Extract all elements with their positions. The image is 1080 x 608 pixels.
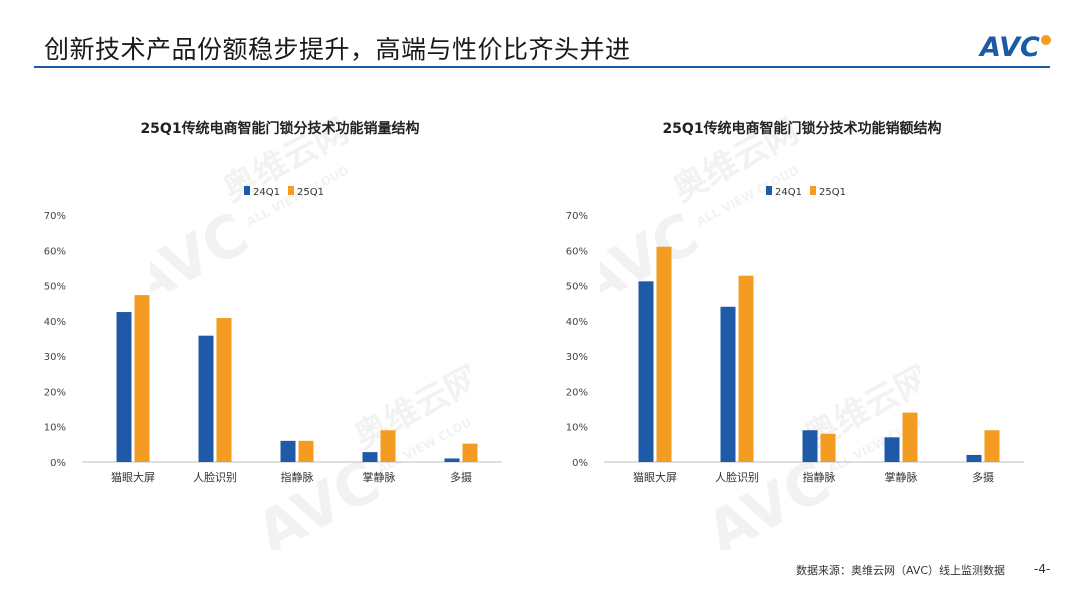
- bar-24Q1-人脸识别: [720, 306, 736, 462]
- bar-25Q1-猫眼大屏: [134, 295, 150, 462]
- x-tick-label: 指静脉: [803, 470, 836, 484]
- y-tick-label: 60%: [44, 246, 66, 257]
- bar-25Q1-人脸识别: [738, 275, 754, 462]
- y-tick-label: 40%: [566, 317, 588, 328]
- x-tick-label: 猫眼大屏: [633, 470, 677, 484]
- y-tick-label: 50%: [566, 282, 588, 293]
- legend-swatch-25Q1: [810, 186, 816, 195]
- y-tick-label: 10%: [44, 423, 66, 434]
- bar-24Q1-猫眼大屏: [116, 312, 132, 462]
- y-tick-label: 70%: [566, 211, 588, 222]
- legend-label-25Q1: 25Q1: [297, 187, 324, 198]
- x-tick-label: 人脸识别: [193, 470, 237, 484]
- bar-24Q1-掌静脉: [884, 437, 900, 462]
- legend-label-24Q1: 24Q1: [775, 187, 802, 198]
- y-tick-label: 0%: [50, 458, 66, 469]
- legend-label-25Q1: 25Q1: [819, 187, 846, 198]
- bar-25Q1-猫眼大屏: [656, 246, 672, 462]
- y-tick-label: 0%: [572, 458, 588, 469]
- x-tick-label: 掌静脉: [363, 470, 396, 484]
- y-tick-label: 60%: [566, 246, 588, 257]
- x-tick-label: 猫眼大屏: [111, 470, 155, 484]
- logo-text: AVC: [978, 32, 1040, 63]
- bar-24Q1-人脸识别: [198, 335, 214, 462]
- sales-volume-chart: 25Q1传统电商智能门锁分技术功能销量结构 24Q1 25Q1 0% 10% 20% 30%…: [30, 100, 530, 520]
- bar-24Q1-猫眼大屏: [638, 281, 654, 462]
- x-tick-label: 指静脉: [281, 470, 314, 484]
- y-tick-label: 20%: [44, 387, 66, 398]
- sales-value-chart-svg: 25Q1传统电商智能门锁分技术功能销额结构 24Q1 25Q1 0% 10% 20% 30%…: [566, 120, 1024, 484]
- chart-title: 25Q1传统电商智能门锁分技术功能销额结构: [662, 120, 941, 137]
- sales-value-chart: 25Q1传统电商智能门锁分技术功能销额结构 24Q1 25Q1 0% 10% 20% 30%…: [552, 100, 1052, 520]
- x-tick-label: 多摄: [450, 470, 472, 484]
- data-source-note: 数据来源：奥维云网（AVC）线上监测数据: [796, 564, 1006, 577]
- logo-dot: [1041, 35, 1051, 45]
- page-title: 创新技术产品份额稳步提升，高端与性价比齐头并进: [44, 35, 631, 64]
- bar-25Q1-多摄: [984, 430, 1000, 462]
- bar-25Q1-掌静脉: [380, 430, 396, 462]
- bar-24Q1-掌静脉: [362, 452, 378, 462]
- y-tick-label: 30%: [566, 352, 588, 363]
- x-tick-label: 多摄: [972, 470, 994, 484]
- x-tick-label: 人脸识别: [715, 470, 759, 484]
- bar-25Q1-指静脉: [298, 440, 314, 462]
- x-tick-label: 掌静脉: [885, 470, 918, 484]
- bar-24Q1-多摄: [966, 454, 982, 462]
- page-number: -4-: [1034, 562, 1051, 576]
- legend-swatch-24Q1: [766, 186, 772, 195]
- bar-24Q1-多摄: [444, 458, 460, 462]
- y-tick-label: 50%: [44, 282, 66, 293]
- bar-25Q1-多摄: [462, 443, 478, 462]
- bar-25Q1-人脸识别: [216, 318, 232, 462]
- legend-swatch-24Q1: [244, 186, 250, 195]
- y-tick-label: 70%: [44, 211, 66, 222]
- y-tick-label: 40%: [44, 317, 66, 328]
- title-divider: [34, 66, 1050, 68]
- bar-24Q1-指静脉: [802, 430, 818, 462]
- legend-label-24Q1: 24Q1: [253, 187, 280, 198]
- bar-24Q1-指静脉: [280, 440, 296, 462]
- y-tick-label: 20%: [566, 387, 588, 398]
- sales-volume-chart-svg: 25Q1传统电商智能门锁分技术功能销量结构 24Q1 25Q1 0% 10% 20% 30%…: [44, 120, 502, 484]
- avc-logo: AVC: [978, 32, 1051, 63]
- bar-25Q1-掌静脉: [902, 412, 918, 462]
- y-tick-label: 10%: [566, 423, 588, 434]
- y-tick-label: 30%: [44, 352, 66, 363]
- bar-25Q1-指静脉: [820, 433, 836, 462]
- legend-swatch-25Q1: [288, 186, 294, 195]
- chart-title: 25Q1传统电商智能门锁分技术功能销量结构: [140, 120, 419, 137]
